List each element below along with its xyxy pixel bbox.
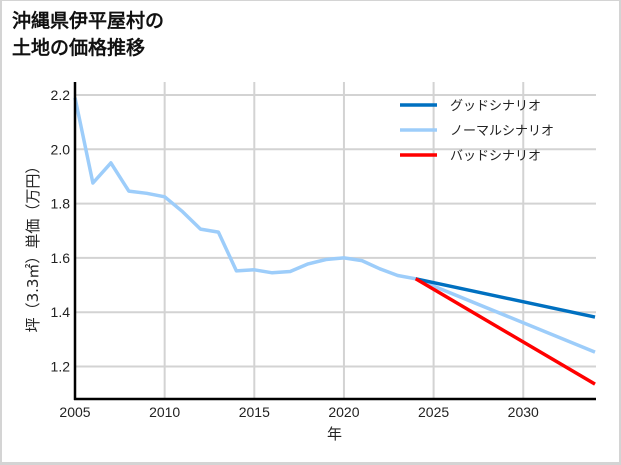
x-tick-label: 2010 [149,404,180,420]
y-tick-label: 2.0 [51,141,71,157]
y-tick-label: 1.6 [51,250,71,266]
y-tick-label: 2.2 [51,87,71,103]
series-line-good [415,277,596,319]
y-axis-ticks: 1.2 1.4 1.6 1.8 2.0 2.2 [51,87,71,375]
chart-title: 沖縄県伊平屋村の 土地の価格推移 [12,8,164,62]
legend-item-bad: バッドシナリオ [400,149,541,164]
axes [73,82,596,401]
x-tick-label: 2025 [418,404,449,420]
x-tick-label: 2020 [328,404,359,420]
legend-label: バッドシナリオ [450,149,541,164]
legend-label: ノーマルシナリオ [450,124,554,139]
legend-item-normal: ノーマルシナリオ [400,124,554,139]
x-axis-label: 年 [327,425,342,443]
x-tick-label: 2015 [239,404,270,420]
y-tick-label: 1.8 [51,196,71,212]
y-tick-label: 1.2 [51,359,71,375]
y-axis-label: 坪（3.3㎡）単価（万円） [24,159,42,333]
y-tick-label: 1.4 [51,304,71,320]
x-axis-ticks: 2005 2010 2015 2020 2025 2030 [59,404,539,420]
legend-item-good: グッドシナリオ [400,99,541,114]
chart-title-line1: 沖縄県伊平屋村の [12,10,165,32]
series-line-bad [414,277,596,386]
x-tick-label: 2030 [508,404,539,420]
x-tick-label: 2005 [59,404,90,420]
legend-label: グッドシナリオ [450,99,541,114]
chart-title-line2: 土地の価格推移 [12,37,146,59]
series-line-normal [73,97,596,354]
data-series [73,97,596,386]
